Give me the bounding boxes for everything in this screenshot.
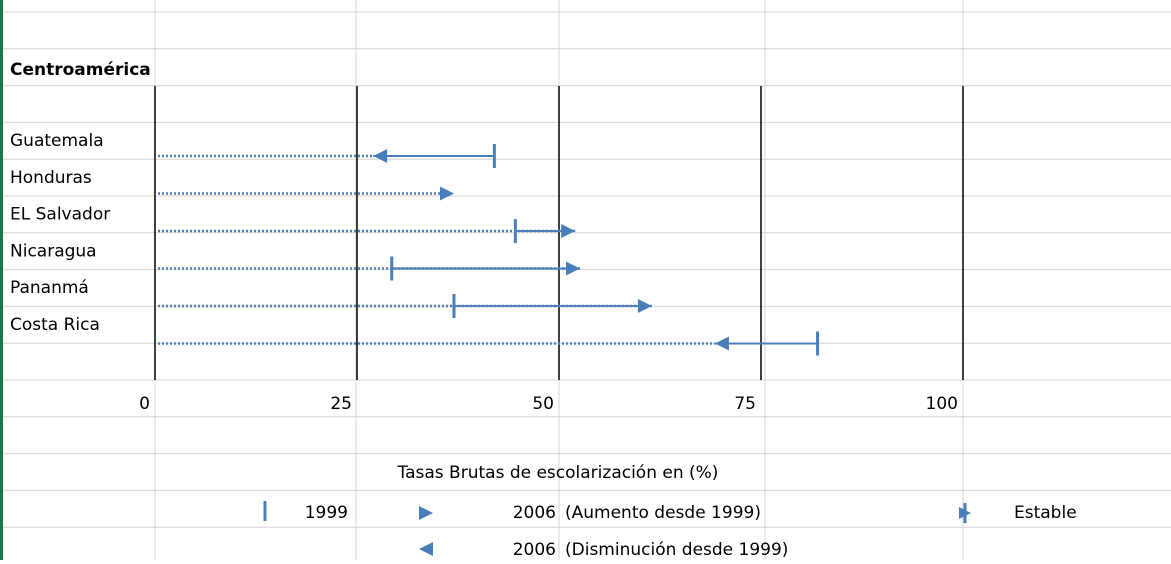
- category-label: Guatemala: [10, 131, 104, 151]
- legend-label: 2006: [513, 540, 556, 560]
- legend-marker-increase: [419, 506, 433, 520]
- category-label: EL Salvador: [10, 205, 110, 225]
- marker-2006: [637, 299, 652, 313]
- category-label: Pananmá: [10, 278, 89, 298]
- x-tick-label: 25: [330, 394, 352, 414]
- x-tick-label: 75: [734, 394, 756, 414]
- group-label: Centroamérica: [10, 60, 151, 80]
- marker-2006: [439, 186, 454, 201]
- x-tick-label: 100: [926, 394, 958, 414]
- x-tick-label: 0: [139, 394, 150, 414]
- selection-border: [0, 0, 3, 560]
- x-axis-title: Tasas Brutas de escolarización en (%): [397, 463, 719, 483]
- marker-2006: [561, 224, 576, 238]
- category-label: Nicaragua: [10, 241, 97, 261]
- marker-2006: [714, 336, 729, 351]
- marker-2006: [566, 261, 581, 276]
- legend-label: 1999: [305, 503, 348, 523]
- legend-note: (Disminución desde 1999): [565, 540, 788, 560]
- x-tick-label: 50: [532, 394, 554, 414]
- legend-marker-stable-arrow: [959, 507, 971, 519]
- category-label: Honduras: [10, 168, 92, 188]
- marker-2006: [373, 149, 388, 163]
- legend-marker-decrease: [419, 542, 433, 556]
- legend-note: Estable: [1014, 503, 1077, 523]
- category-label: Costa Rica: [10, 315, 100, 335]
- legend-note: (Aumento desde 1999): [565, 503, 761, 523]
- legend-label: 2006: [513, 503, 556, 523]
